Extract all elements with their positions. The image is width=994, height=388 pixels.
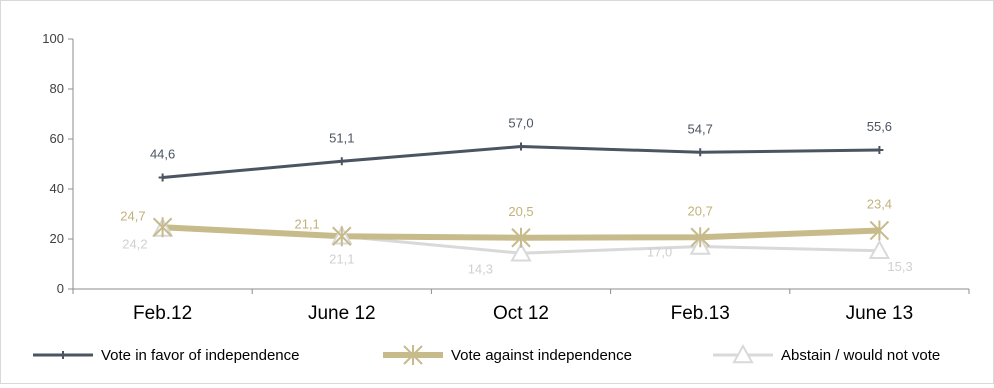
legend-marker	[732, 343, 754, 364]
data-point-1-1	[332, 226, 352, 247]
y-tick-label: 40	[50, 181, 64, 196]
data-label: 54,7	[688, 121, 713, 136]
data-point-0-3	[696, 148, 705, 157]
y-tick-label: 60	[50, 131, 64, 146]
data-point-1-0	[152, 217, 173, 238]
data-label: 21,1	[329, 251, 354, 266]
data-label: 15,3	[887, 259, 912, 274]
y-tick-label: 100	[42, 31, 64, 46]
data-point-1-4	[869, 220, 890, 241]
legend-label: Vote against independence	[451, 347, 632, 364]
data-point-2-4	[868, 239, 891, 259]
data-label: 51,1	[329, 130, 354, 145]
data-label: 24,2	[122, 237, 147, 252]
y-tick-label: 20	[50, 231, 64, 246]
legend-marker	[403, 345, 423, 365]
legend-item: Vote in favor of independence	[33, 347, 300, 364]
legend-item: Abstain / would not vote	[713, 343, 940, 364]
data-point-1-2	[511, 227, 531, 248]
x-tick-label: Oct 12	[493, 303, 549, 324]
data-label: 24,7	[120, 208, 145, 223]
data-point-0-0	[158, 173, 167, 182]
data-label: 14,3	[468, 261, 493, 276]
data-label: 55,6	[867, 119, 892, 134]
data-label: 23,4	[867, 197, 892, 212]
legend-marker	[59, 351, 67, 359]
data-point-2-2	[510, 242, 532, 262]
x-tick-label: June 12	[308, 303, 376, 324]
legend-label: Abstain / would not vote	[781, 347, 940, 364]
x-tick-label: June 13	[846, 303, 914, 324]
data-label: 57,0	[508, 116, 533, 131]
x-tick-label: Feb.13	[671, 303, 730, 324]
data-point-0-2	[517, 142, 525, 151]
legend-item: Vote against independence	[383, 345, 632, 365]
y-tick-label: 80	[50, 81, 64, 96]
data-label: 44,6	[150, 147, 175, 162]
data-point-0-1	[337, 157, 346, 166]
data-label: 21,1	[294, 216, 319, 231]
data-label: 17,0	[647, 245, 672, 260]
data-label: 20,7	[688, 203, 713, 218]
data-point-1-3	[690, 227, 710, 248]
legend-label: Vote in favor of independence	[101, 347, 300, 364]
x-tick-label: Feb.12	[133, 303, 192, 324]
data-label: 20,5	[508, 204, 533, 219]
y-tick-label: 0	[57, 281, 64, 296]
data-point-0-4	[875, 146, 884, 154]
series-line-0	[162, 145, 880, 179]
